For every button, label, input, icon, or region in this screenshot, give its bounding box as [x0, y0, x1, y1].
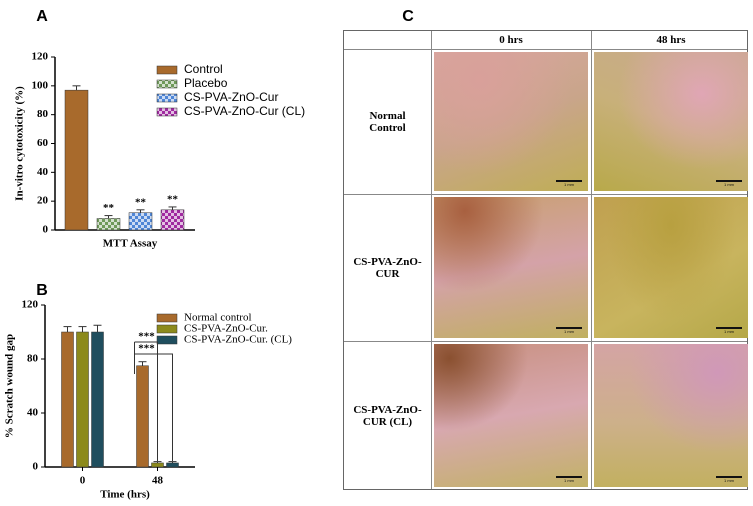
legend-swatch — [156, 93, 178, 103]
y-tick-label: 120 — [22, 299, 39, 311]
y-tick-label: 40 — [37, 166, 49, 178]
legend-label: Normal control — [184, 312, 252, 324]
bar — [91, 331, 104, 468]
significance: ** — [103, 202, 115, 214]
y-tick-label: 40 — [27, 407, 39, 419]
significance-bracket — [134, 353, 173, 461]
x-tick-label: 48 — [152, 475, 164, 487]
micrograph: 1 mm — [594, 52, 748, 191]
micrograph: 1 mm — [434, 52, 588, 191]
scale-bar: 1 mm — [556, 476, 582, 483]
grid-line — [344, 341, 747, 342]
bar — [151, 462, 164, 468]
significance-bracket — [134, 341, 158, 461]
legend-swatch — [156, 79, 178, 89]
significance: *** — [138, 343, 155, 355]
legend-label: CS-PVA-ZnO-Cur (CL) — [184, 104, 305, 118]
y-tick-label: 120 — [32, 51, 49, 63]
y-tick-label: 0 — [33, 461, 39, 473]
y-tick-label: 80 — [27, 353, 39, 365]
x-axis-label: Time (hrs) — [100, 489, 150, 501]
bar — [64, 89, 89, 231]
legend-label: CS-PVA-ZnO-Cur. (CL) — [184, 334, 292, 346]
micrograph: 1 mm — [434, 197, 588, 338]
significance: ** — [167, 193, 179, 205]
legend-label: Control — [184, 62, 223, 76]
bar — [166, 462, 179, 468]
legend-swatch — [156, 324, 178, 334]
bar — [96, 218, 121, 231]
grid-line — [344, 49, 747, 50]
y-tick-label: 100 — [32, 79, 49, 91]
micrograph: 1 mm — [434, 344, 588, 487]
bar — [136, 365, 149, 468]
bar — [61, 331, 74, 468]
x-tick-label: MTT Assay — [103, 238, 158, 250]
panel-c-grid: 0 hrs 48 hrs Normal Control 1 mm 1 mm CS-PVA-… — [343, 30, 748, 490]
panel-label: B — [36, 282, 48, 299]
grid-line — [344, 194, 747, 195]
micrograph: 1 mm — [594, 344, 748, 487]
scale-bar: 1 mm — [556, 180, 582, 187]
scale-bar: 1 mm — [716, 476, 742, 483]
grid-line — [591, 31, 592, 489]
y-axis-label: In-vitro cytotoxicity (%) — [14, 86, 26, 201]
row-label: CS-PVA-ZnO-CUR (CL) — [353, 403, 422, 428]
panel-label: C — [402, 8, 414, 25]
legend-swatch — [156, 313, 178, 323]
scale-bar: 1 mm — [716, 180, 742, 187]
legend-swatch — [156, 65, 178, 75]
micrograph: 1 mm — [594, 197, 748, 338]
column-header: 48 hrs — [656, 34, 686, 46]
grid-line — [431, 31, 432, 489]
y-tick-label: 80 — [37, 108, 49, 120]
scale-bar: 1 mm — [716, 327, 742, 334]
row-label: Normal Control — [369, 109, 406, 134]
y-tick-label: 20 — [37, 195, 49, 207]
y-axis-label: % Scratch wound gap — [4, 334, 16, 438]
x-tick-label: 0 — [80, 475, 86, 487]
y-tick-label: 0 — [43, 224, 49, 236]
column-header: 0 hrs — [499, 34, 523, 46]
legend-swatch — [156, 335, 178, 345]
significance: ** — [135, 196, 147, 208]
scale-bar: 1 mm — [556, 327, 582, 334]
legend-label: Placebo — [184, 76, 228, 90]
bar — [128, 212, 153, 231]
bar — [160, 209, 185, 231]
significance: *** — [138, 331, 155, 343]
row-label: CS-PVA-ZnO-CUR — [353, 255, 422, 280]
legend-label: CS-PVA-ZnO-Cur. — [184, 323, 268, 335]
y-tick-label: 60 — [37, 137, 49, 149]
legend-label: CS-PVA-ZnO-Cur — [184, 90, 278, 104]
bar — [76, 331, 89, 468]
legend-swatch — [156, 107, 178, 117]
panel-label: A — [36, 8, 48, 25]
